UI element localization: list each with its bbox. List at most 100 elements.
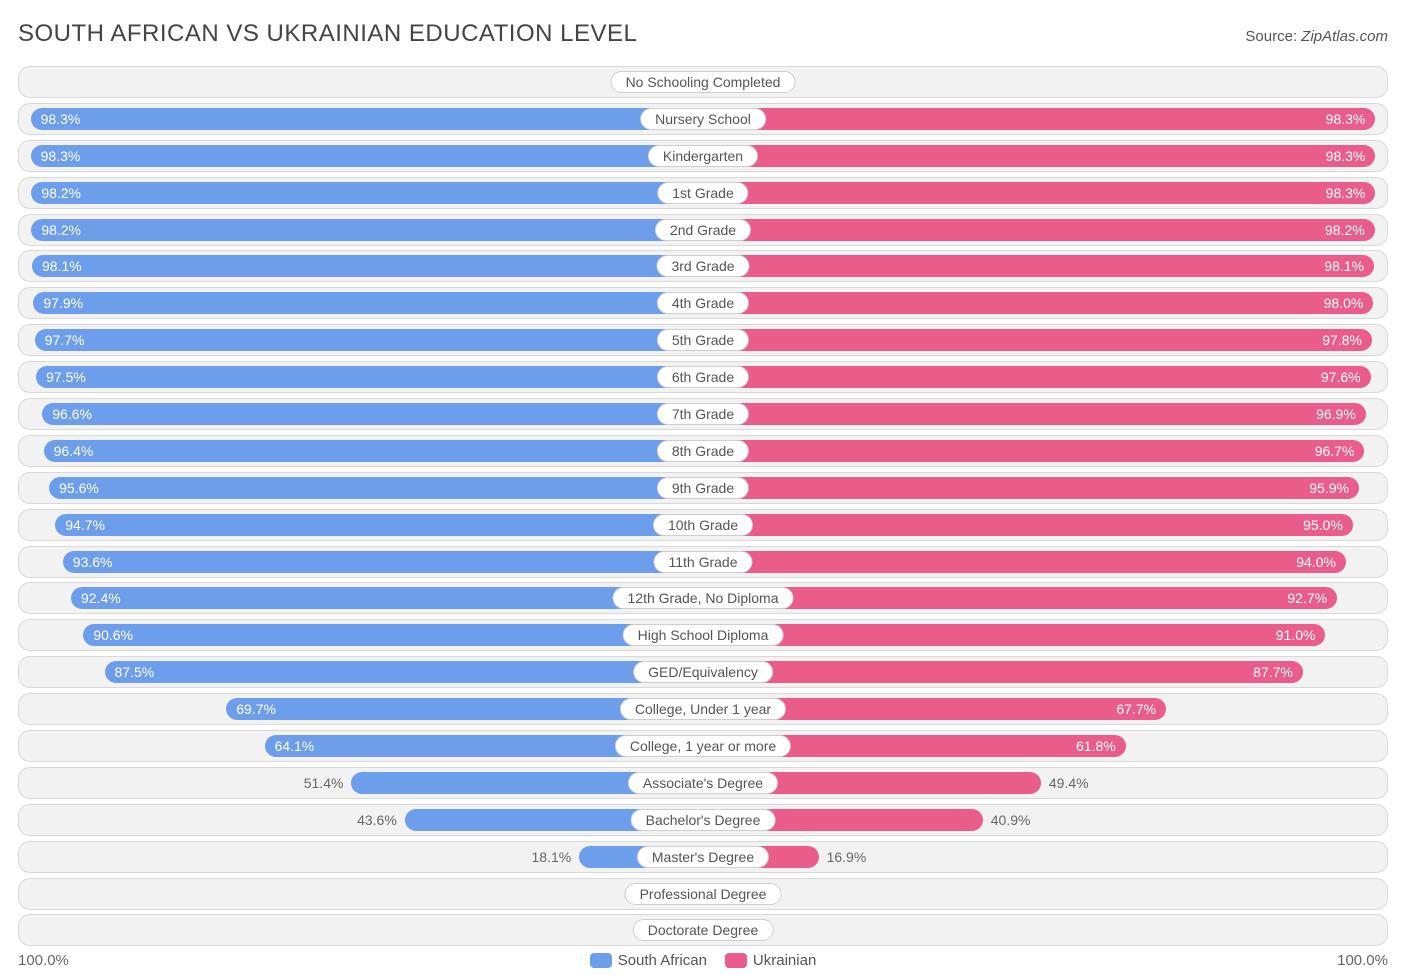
chart-row: 18.1% 16.9% Master's Degree (18, 841, 1388, 873)
category-label: Kindergarten (648, 145, 758, 167)
category-label: 2nd Grade (655, 219, 751, 241)
value-right: 87.7% (1243, 664, 1303, 680)
chart-row: 97.9%98.0%4th Grade (18, 287, 1388, 319)
value-left: 98.1% (32, 258, 92, 274)
bar-left: 97.7% (35, 329, 703, 351)
category-label: 1st Grade (657, 182, 748, 204)
value-left: 94.7% (55, 517, 115, 533)
chart-row: 98.3%98.3%Kindergarten (18, 140, 1388, 172)
value-left: 97.5% (36, 369, 96, 385)
category-label: 11th Grade (653, 551, 752, 573)
chart-row: 92.4%92.7%12th Grade, No Diploma (18, 582, 1388, 614)
source-label: Source: (1245, 28, 1297, 45)
bar-left: 93.6% (63, 551, 703, 573)
category-label: Nursery School (640, 108, 766, 130)
category-label: Doctorate Degree (633, 919, 774, 941)
bar-right: 98.3% (703, 145, 1375, 167)
category-label: Master's Degree (637, 846, 769, 868)
legend-item-left: South African (590, 952, 707, 969)
category-label: 9th Grade (657, 477, 749, 499)
chart-row: 64.1%61.8%College, 1 year or more (18, 730, 1388, 762)
bar-left: 87.5% (105, 661, 704, 683)
value-right: 98.3% (1316, 148, 1376, 164)
value-right: 40.9% (983, 805, 1031, 835)
value-right: 91.0% (1266, 627, 1326, 643)
chart-row: 96.6%96.9%7th Grade (18, 398, 1388, 430)
chart-title: SOUTH AFRICAN VS UKRAINIAN EDUCATION LEV… (18, 20, 637, 48)
chart-row: 98.2% 98.2% 2nd Grade (18, 214, 1388, 246)
bar-left: 95.6% (49, 477, 703, 499)
category-label: 8th Grade (657, 440, 749, 462)
value-left: 92.4% (71, 590, 131, 606)
bar-left: 97.9% (33, 292, 703, 314)
bar-left: 97.5% (36, 366, 703, 388)
value-left: 64.1% (265, 738, 325, 754)
bar-left: 98.2% (31, 219, 703, 241)
value-right: 97.6% (1311, 369, 1371, 385)
value-right: 96.7% (1305, 443, 1365, 459)
category-label: College, Under 1 year (620, 698, 786, 720)
value-right: 67.7% (1106, 701, 1166, 717)
value-left: 90.6% (83, 627, 143, 643)
bar-left: 98.2% (31, 182, 703, 204)
chart-row: 98.3% 98.3% Nursery School (18, 103, 1388, 135)
chart-row: 69.7% 67.7% College, Under 1 year (18, 693, 1388, 725)
chart-row: 51.4%49.4%Associate's Degree (18, 767, 1388, 799)
bar-right: 91.0% (703, 624, 1325, 646)
category-label: 5th Grade (657, 329, 749, 351)
chart-row: 94.7%95.0%10th Grade (18, 509, 1388, 541)
bar-left: 94.7% (55, 514, 703, 536)
value-left: 87.5% (105, 664, 165, 680)
value-right: 94.0% (1286, 554, 1346, 570)
bar-right: 98.1% (703, 255, 1374, 277)
value-left: 18.1% (532, 842, 580, 872)
category-label: High School Diploma (623, 624, 784, 646)
category-label: 3rd Grade (656, 255, 749, 277)
chart-row: 87.5%87.7%GED/Equivalency (18, 656, 1388, 688)
value-right: 16.9% (819, 842, 867, 872)
legend-label-right: Ukrainian (753, 952, 816, 969)
legend: South African Ukrainian (590, 952, 817, 969)
bar-right: 92.7% (703, 587, 1337, 609)
value-right: 49.4% (1041, 768, 1089, 798)
chart-row: 98.1%98.1%3rd Grade (18, 250, 1388, 282)
bar-right: 96.7% (703, 440, 1364, 462)
value-left: 98.2% (31, 222, 91, 238)
value-left: 95.6% (49, 480, 109, 496)
category-label: Bachelor's Degree (631, 809, 776, 831)
chart-row: 95.6% 95.9% 9th Grade (18, 472, 1388, 504)
x-axis-right-max: 100.0% (1337, 952, 1388, 969)
value-left: 96.6% (42, 406, 102, 422)
bar-left: 98.1% (32, 255, 703, 277)
bar-left: 98.3% (31, 145, 703, 167)
category-label: College, 1 year or more (615, 735, 791, 757)
bar-right: 95.9% (703, 477, 1359, 499)
category-label: 6th Grade (657, 366, 749, 388)
value-right: 98.3% (1316, 111, 1376, 127)
value-right: 97.8% (1312, 332, 1372, 348)
chart-row: 2.3%2.1%Doctorate Degree (18, 914, 1388, 946)
value-left: 43.6% (357, 805, 405, 835)
x-axis-left-max: 100.0% (18, 952, 69, 969)
chart-row: 5.7%5.1%Professional Degree (18, 878, 1388, 910)
chart-row: 97.7% 97.8% 5th Grade (18, 324, 1388, 356)
legend-label-left: South African (618, 952, 707, 969)
bar-right: 98.3% (703, 108, 1375, 130)
legend-swatch-left (590, 953, 612, 968)
value-left: 96.4% (44, 443, 104, 459)
category-label: 7th Grade (657, 403, 749, 425)
value-left: 97.9% (33, 295, 93, 311)
bar-right: 95.0% (703, 514, 1353, 536)
source-value: ZipAtlas.com (1301, 28, 1388, 45)
value-left: 98.3% (31, 111, 91, 127)
bar-right: 98.0% (703, 292, 1373, 314)
value-right: 98.2% (1315, 222, 1375, 238)
value-right: 95.9% (1299, 480, 1359, 496)
value-left: 69.7% (226, 701, 286, 717)
value-left: 93.6% (63, 554, 123, 570)
chart-row: 93.6% 94.0% 11th Grade (18, 546, 1388, 578)
chart-row: 90.6% 91.0% High School Diploma (18, 619, 1388, 651)
value-right: 98.0% (1314, 295, 1374, 311)
bar-right: 98.3% (703, 182, 1375, 204)
chart-footer: 100.0% South African Ukrainian 100.0% (18, 952, 1388, 969)
